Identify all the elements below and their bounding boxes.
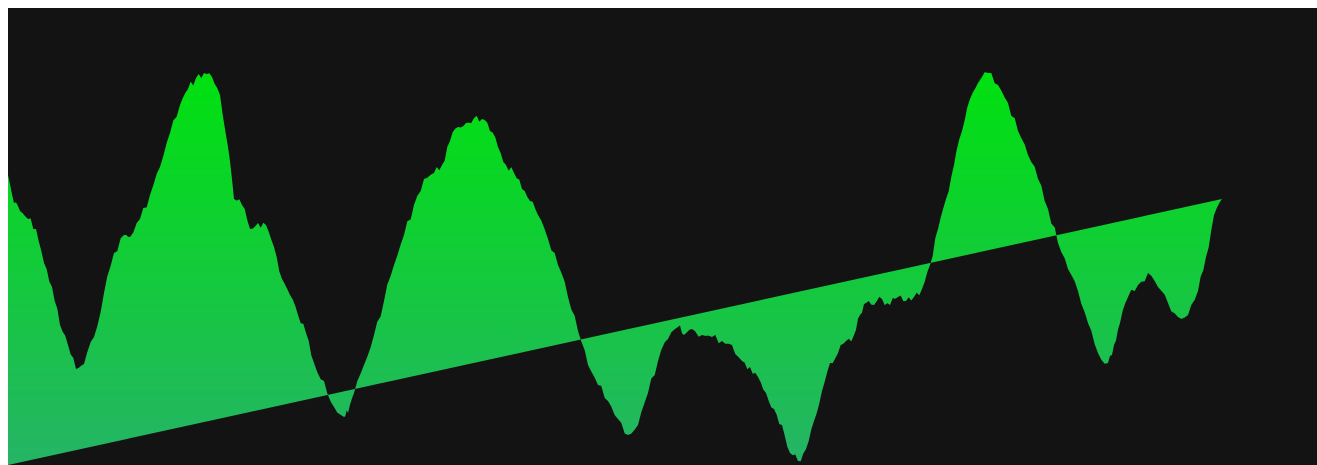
area-chart [8, 8, 1317, 465]
series-area [8, 72, 1222, 465]
area-chart-svg [8, 8, 1317, 465]
